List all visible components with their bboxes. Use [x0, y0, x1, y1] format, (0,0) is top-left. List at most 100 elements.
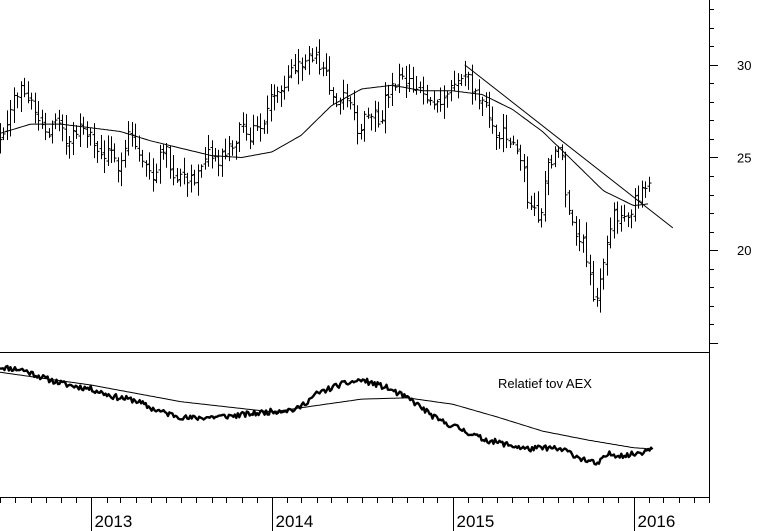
price-bar [289, 59, 294, 79]
price-bar [244, 113, 249, 141]
price-bar [234, 140, 239, 160]
price-bar [147, 152, 152, 180]
price-bar [574, 216, 579, 246]
price-bar [265, 95, 270, 134]
relative-moving-average [0, 371, 653, 450]
price-bar [300, 57, 305, 81]
price-bar [428, 96, 433, 106]
price-bar [168, 145, 173, 179]
price-bar [237, 122, 242, 153]
price-panel [0, 39, 674, 313]
price-bar [622, 204, 627, 222]
price-bar [539, 208, 544, 228]
price-bar [171, 155, 176, 186]
price-bar [543, 170, 548, 222]
price-bar [490, 106, 495, 134]
price-bar [595, 287, 600, 307]
price-bar [525, 156, 530, 209]
price-bar [362, 111, 367, 142]
price-bar [85, 121, 90, 148]
trendline [464, 64, 674, 229]
price-bar [508, 137, 513, 148]
price-bar [608, 217, 613, 249]
price-bar [88, 127, 93, 146]
price-bar [466, 71, 471, 90]
price-bar [60, 114, 65, 142]
price-bar [40, 109, 45, 129]
price-bar [314, 46, 319, 65]
price-bar [549, 154, 554, 169]
price-bar [383, 82, 388, 134]
price-bar [47, 128, 52, 138]
price-bar [334, 93, 339, 108]
price-moving-average [0, 84, 649, 207]
price-bar [112, 143, 117, 163]
price-bar [251, 114, 256, 145]
price-bar [33, 92, 38, 124]
price-bar [15, 92, 20, 109]
price-bar [425, 84, 430, 104]
price-bar [445, 90, 450, 108]
price-bar [456, 73, 461, 99]
price-bar [26, 81, 31, 104]
relative-annotation: Relatief tov AEX [498, 376, 592, 391]
price-bar [504, 114, 509, 149]
price-bar [279, 85, 284, 107]
price-bar [522, 153, 527, 183]
price-bar [223, 138, 228, 160]
price-bar [331, 87, 336, 105]
price-bar [140, 149, 145, 168]
price-bar [92, 123, 97, 159]
price-bar [386, 84, 391, 108]
price-bar [123, 139, 128, 168]
price-bar [67, 136, 72, 159]
price-bar [591, 260, 596, 302]
x-tick-label: 2014 [276, 512, 314, 531]
price-bar [43, 112, 48, 141]
price-bar [57, 109, 62, 132]
price-bar [269, 83, 274, 122]
price-bar [210, 140, 215, 169]
price-bar [633, 188, 638, 222]
price-bar [546, 157, 551, 196]
price-bar [126, 121, 131, 156]
price-bar [400, 67, 405, 80]
price-bar [262, 119, 267, 134]
price-bar [619, 205, 624, 232]
price-bar [366, 107, 371, 119]
price-bar [282, 75, 287, 100]
price-bar [71, 122, 76, 155]
price-bar [341, 79, 346, 110]
price-bar [497, 131, 502, 149]
price-bar [588, 254, 593, 286]
price-bar [216, 149, 221, 177]
price-bar [380, 110, 385, 124]
price-bar [106, 135, 111, 166]
relative-strength-line [0, 364, 654, 466]
price-bar [78, 113, 83, 147]
price-bar [404, 65, 409, 98]
price-bar [203, 147, 208, 170]
price-bar [36, 101, 41, 131]
price-bar [307, 46, 312, 75]
price-bar [484, 92, 489, 108]
price-bar [81, 116, 86, 135]
price-bar [296, 48, 301, 85]
price-bar [144, 160, 149, 177]
price-bar [310, 48, 315, 63]
y-tick-label: 25 [737, 150, 751, 165]
price-bar [286, 65, 291, 92]
x-tick-label: 2013 [95, 512, 133, 531]
price-bar [355, 105, 360, 145]
price-bar [570, 209, 575, 226]
price-bar [452, 70, 457, 92]
price-bar [435, 99, 440, 113]
price-bar [529, 195, 534, 211]
price-bar [553, 146, 558, 168]
price-bar [1, 127, 6, 141]
y-tick-label: 30 [737, 58, 751, 73]
price-bar [459, 73, 464, 86]
price-bar [643, 181, 648, 198]
price-bar [563, 151, 568, 208]
